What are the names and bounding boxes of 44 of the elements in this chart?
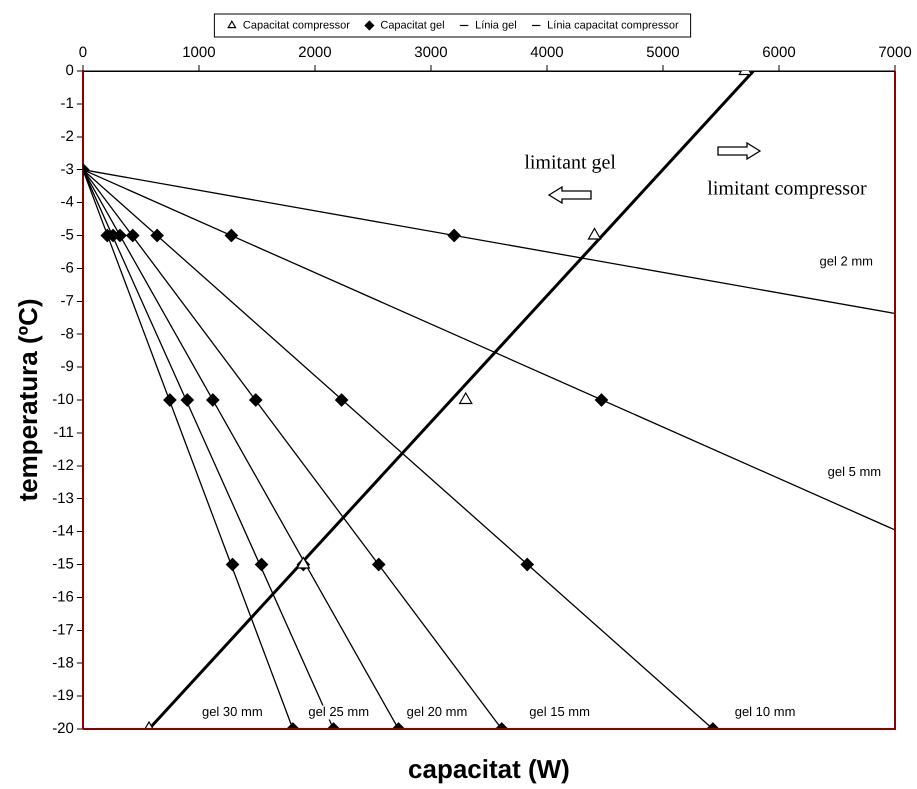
y-tick-label: -11 [53, 424, 74, 442]
y-tick-label: -5 [60, 226, 74, 244]
y-tick-label: -15 [52, 556, 74, 573]
legend-label: Línia capacitat compressor [547, 20, 679, 32]
x-tick-label: 5000 [646, 44, 680, 62]
y-tick-label: -8 [60, 325, 74, 342]
annotation: gel 5 mm [828, 464, 882, 479]
y-tick-label: -2 [60, 128, 74, 145]
legend-label: Capacitat compressor [242, 20, 350, 32]
annotation: gel 25 mm [308, 704, 370, 720]
x-tick-label: 1000 [182, 44, 216, 62]
y-tick-label: -7 [60, 292, 74, 310]
y-axis-title: temperatura (ºC) [12, 298, 43, 502]
y-tick-label: -10 [52, 391, 74, 408]
x-tick-label: 3000 [414, 44, 448, 62]
y-tick-label: -13 [52, 490, 74, 507]
y-tick-label: -6 [60, 260, 74, 277]
y-tick-label: -9 [60, 358, 74, 376]
annotation: limitant compressor [707, 178, 868, 200]
annotation: gel 10 mm [734, 704, 796, 720]
y-tick-label: -17 [52, 621, 74, 638]
y-tick-label: -20 [52, 720, 74, 738]
annotation: gel 2 mm [820, 253, 874, 268]
legend-label: Capacitat gel [380, 20, 445, 32]
annotation: gel 20 mm [406, 704, 468, 720]
annotation: gel 15 mm [529, 704, 590, 720]
x-tick-label: 6000 [762, 44, 796, 62]
y-tick-label: -4 [60, 194, 74, 211]
x-tick-label: 0 [78, 44, 88, 62]
y-tick-label: -12 [52, 456, 74, 474]
y-tick-label: -16 [52, 588, 74, 606]
y-tick-label: -3 [60, 160, 74, 178]
annotation: gel 30 mm [202, 704, 263, 720]
y-tick-label: 0 [66, 62, 74, 80]
annotation: limitant gel [524, 151, 616, 174]
x-tick-label: 7000 [878, 44, 912, 62]
x-axis-title: capacitat (W) [408, 754, 570, 784]
y-tick-label: -19 [52, 687, 74, 704]
x-tick-label: 4000 [530, 44, 564, 62]
legend-label: Línia gel [475, 20, 517, 32]
y-tick-label: -1 [60, 95, 74, 112]
y-tick-label: -18 [52, 654, 74, 672]
x-tick-label: 2000 [298, 44, 332, 62]
y-tick-label: -14 [52, 522, 74, 540]
